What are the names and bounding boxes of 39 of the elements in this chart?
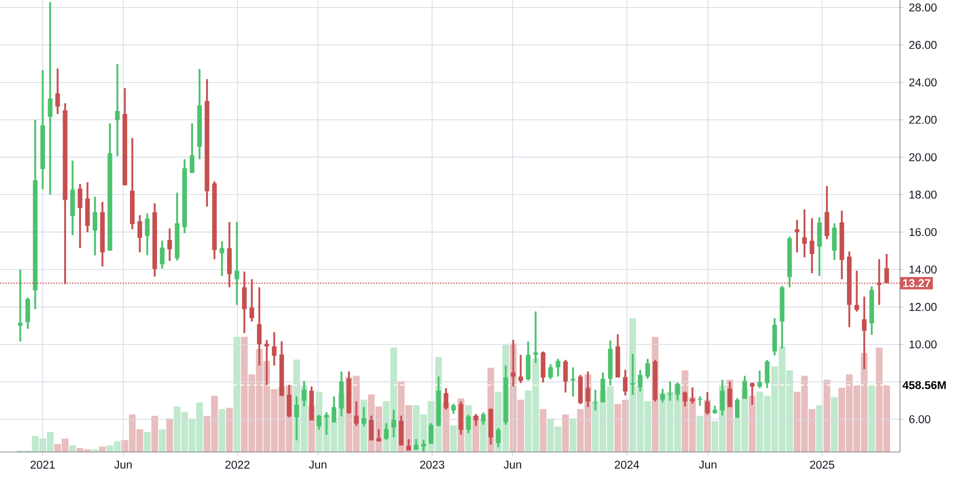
y-tick-label: 6.00 (909, 415, 930, 424)
ref-line-label: 458.56M (902, 381, 946, 390)
x-tick-label: Jun (114, 460, 132, 469)
bar (158, 429, 166, 452)
bar (831, 397, 838, 452)
y-tick-label: 12.00 (910, 302, 937, 311)
x-tick-label: 2023 (420, 460, 444, 469)
bar (151, 416, 158, 452)
bar (99, 446, 106, 452)
x-tick-label: 2024 (614, 460, 640, 469)
ref-line-label: 13.27 (903, 279, 930, 288)
x-tick-label: Jun (504, 460, 522, 469)
x-tick-label: Jun (308, 460, 326, 469)
bar (696, 416, 704, 452)
y-tick-label: 22.00 (909, 116, 937, 124)
bar (218, 409, 226, 452)
bar (868, 385, 876, 452)
bar (450, 425, 457, 452)
bar (166, 418, 174, 452)
y-tick-label: 18.00 (910, 190, 937, 199)
x-tick-label: Jun (698, 460, 716, 469)
bar (570, 418, 576, 452)
bar (824, 380, 830, 452)
bar (144, 432, 151, 452)
y-tick-label: 26.00 (909, 40, 937, 49)
y-tick-label: 16.00 (910, 228, 937, 236)
x-tick-label: 2021 (30, 460, 55, 469)
y-tick-label: 24.00 (909, 78, 937, 86)
bar (562, 414, 569, 452)
y-tick-label: 20.00 (909, 153, 937, 162)
bar (226, 408, 233, 452)
y-tick-label: 14.00 (910, 266, 937, 274)
x-tick-label: 2025 (810, 460, 834, 469)
y-tick-label: 10.00 (910, 340, 937, 348)
bar (748, 396, 756, 452)
y-tick-label: 28.00 (909, 3, 937, 12)
bar (69, 445, 76, 452)
bar (540, 409, 546, 452)
x-tick-label: 2022 (225, 460, 250, 469)
